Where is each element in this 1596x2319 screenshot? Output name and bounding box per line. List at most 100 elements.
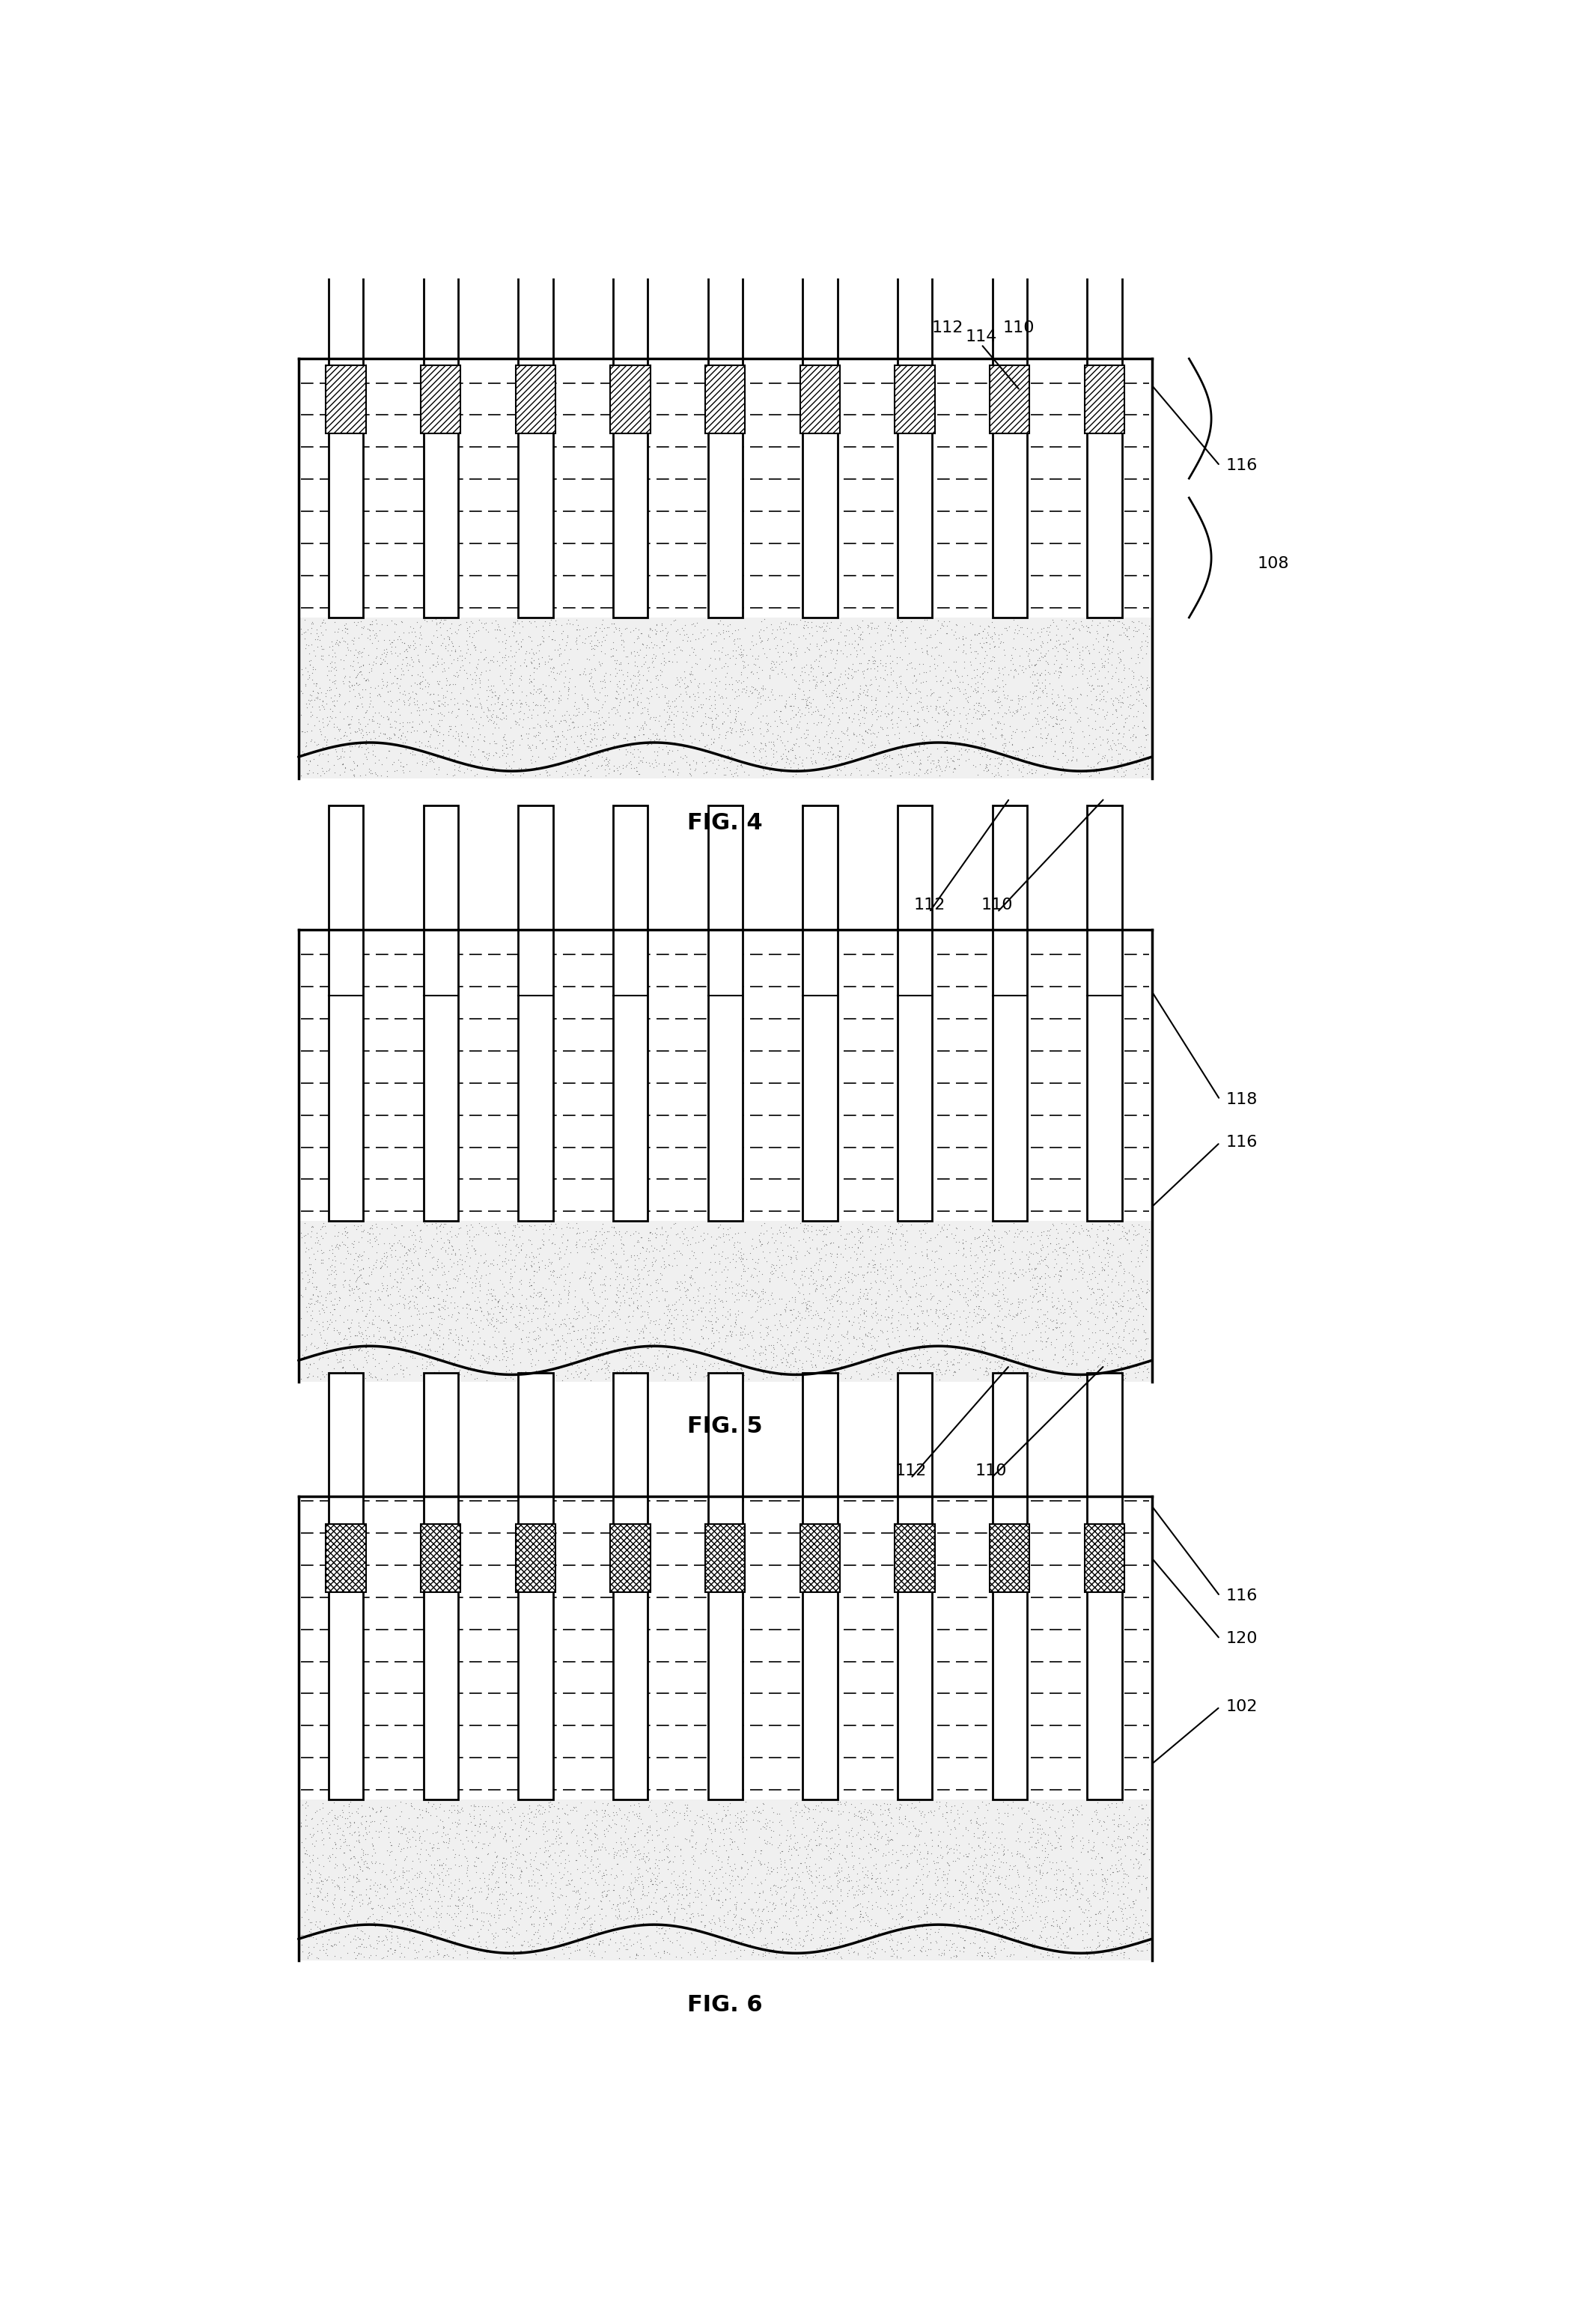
Point [397, 1338, 423, 1375]
Point [788, 601, 814, 638]
Point [450, 1317, 476, 1354]
Point [650, 666, 675, 703]
Point [634, 628, 659, 666]
Point [723, 673, 749, 710]
Point [760, 612, 785, 649]
Point [485, 679, 511, 717]
Point [453, 1206, 479, 1243]
Point [621, 679, 646, 717]
Point [437, 1343, 463, 1380]
Point [560, 1790, 586, 1827]
Point [402, 663, 428, 700]
Point [602, 1832, 627, 1869]
Point [739, 1317, 764, 1354]
Point [792, 751, 817, 788]
Point [373, 631, 399, 668]
Point [678, 689, 704, 726]
Point [337, 1816, 362, 1853]
Point [600, 1830, 626, 1867]
Point [1087, 1904, 1112, 1941]
Point [624, 677, 650, 714]
Point [656, 1350, 681, 1387]
Point [340, 647, 365, 684]
Point [938, 1282, 964, 1320]
Point [621, 1883, 646, 1920]
Point [937, 1890, 962, 1927]
Point [929, 1858, 954, 1895]
Point [784, 751, 809, 788]
Point [1077, 1888, 1103, 1925]
Point [709, 730, 734, 768]
Point [776, 1336, 801, 1373]
Point [820, 689, 846, 726]
Point [916, 693, 942, 730]
Point [565, 689, 591, 726]
Point [417, 1881, 442, 1918]
Point [335, 1310, 361, 1347]
Point [640, 1864, 666, 1902]
Point [844, 652, 870, 689]
Point [383, 1881, 409, 1918]
Point [835, 1860, 860, 1897]
Point [431, 605, 456, 642]
Point [642, 1324, 667, 1361]
Point [448, 1902, 474, 1939]
Point [846, 1920, 871, 1957]
Point [423, 1869, 448, 1906]
Point [373, 1802, 399, 1839]
Point [575, 1292, 600, 1329]
Point [369, 1238, 394, 1275]
Point [916, 1876, 942, 1913]
Point [310, 705, 335, 742]
Point [967, 1211, 993, 1248]
Point [859, 693, 884, 730]
Point [530, 1299, 555, 1336]
Point [426, 1841, 452, 1878]
Point [795, 1359, 820, 1396]
Point [634, 1282, 659, 1320]
Point [493, 728, 519, 765]
Point [471, 1324, 496, 1361]
Point [535, 754, 560, 791]
Point [812, 666, 838, 703]
Point [650, 1336, 675, 1373]
Point [506, 1860, 531, 1897]
Point [798, 1858, 824, 1895]
Point [953, 1315, 978, 1352]
Point [725, 663, 750, 700]
Point [905, 1287, 930, 1324]
Point [1100, 721, 1125, 758]
Point [338, 1329, 364, 1366]
Point [645, 1818, 670, 1855]
Point [656, 1892, 681, 1929]
Point [817, 749, 843, 786]
Point [907, 1250, 932, 1287]
Point [573, 1224, 598, 1262]
Point [614, 1899, 640, 1936]
Point [1041, 1881, 1066, 1918]
Point [653, 1324, 678, 1361]
Point [445, 1301, 471, 1338]
Point [934, 1255, 959, 1292]
Point [769, 1920, 795, 1957]
Point [396, 686, 421, 724]
Point [688, 1317, 713, 1354]
Point [500, 1811, 525, 1848]
Point [361, 642, 386, 679]
Point [471, 707, 496, 744]
Point [1044, 1855, 1069, 1892]
Point [985, 693, 1010, 730]
Point [749, 1273, 774, 1310]
Point [1041, 707, 1066, 744]
Point [337, 1797, 362, 1834]
Point [425, 619, 450, 656]
Point [1007, 742, 1033, 779]
Point [953, 1336, 978, 1373]
Point [503, 703, 528, 740]
Point [316, 1241, 342, 1278]
Point [686, 1797, 712, 1834]
Point [330, 1892, 356, 1929]
Point [811, 656, 836, 693]
Point [434, 1853, 460, 1890]
Point [737, 1234, 763, 1271]
